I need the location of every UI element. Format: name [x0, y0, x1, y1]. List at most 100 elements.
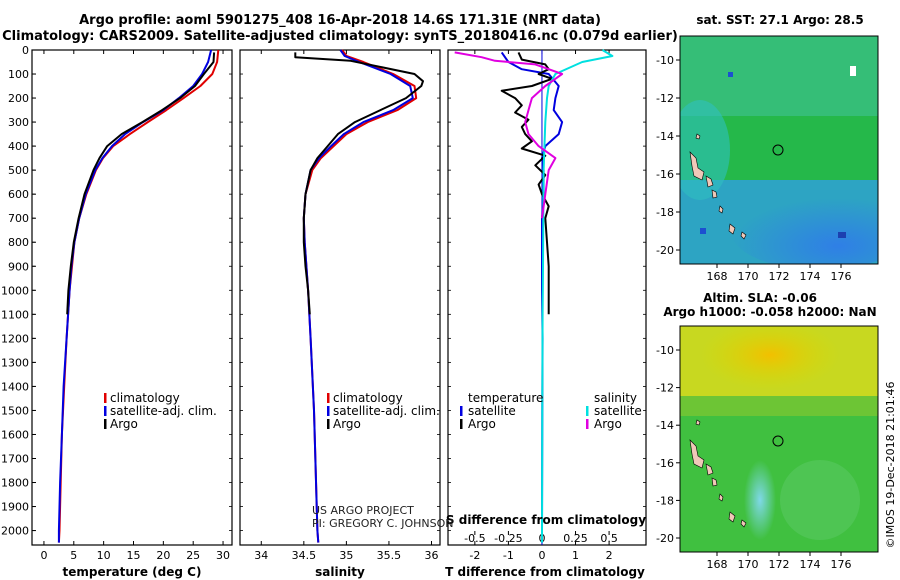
map-bottom-argo-position: [772, 435, 784, 447]
map-top-island4: [718, 205, 724, 214]
legend-argo-swatch: [104, 419, 107, 429]
depth-tick-label: 300: [8, 116, 29, 129]
map-bottom-sla: [680, 326, 878, 552]
map-lon-label: 168: [707, 558, 728, 571]
map-top-axes: -10 -12 -14 -16 -18 -20 168 170 172 174 176: [656, 54, 851, 283]
x-tick2-label: -0.25: [494, 532, 522, 545]
depth-tick-label: 900: [8, 260, 29, 273]
map-lon-label: 176: [831, 558, 852, 571]
x-tick-label: 25: [186, 549, 200, 562]
diff-legend-temperature-title: temperature: [468, 391, 543, 405]
depth-tick-label: 1200: [1, 332, 29, 345]
depth-tick-label: 1800: [1, 477, 29, 490]
map-top-blue-speck3: [838, 232, 846, 238]
map-lat-label: -20: [656, 532, 674, 545]
map-lon-label: 170: [738, 558, 759, 571]
depth-tick-label: 700: [8, 212, 29, 225]
legend-satellite-swatch: [104, 406, 107, 416]
map-top-islands: [689, 133, 747, 240]
map-lon-label: 174: [800, 558, 821, 571]
depth-tick-label: 200: [8, 92, 29, 105]
map-bottom-island1: [689, 439, 705, 469]
map-bottom-green-transition: [680, 396, 878, 416]
diff-legend-sal-argo-label: Argo: [594, 417, 622, 431]
map-lat-label: -12: [656, 92, 674, 105]
depth-tick-label: 2000: [1, 525, 29, 538]
depth-tick-label: 1000: [1, 284, 29, 297]
depth-tick-label: 1900: [1, 501, 29, 514]
difference-plot: -2 -1 0 1 2-0.5 -0.25 0 0.25 0.5: [448, 49, 646, 562]
diff-legend-salinity-title: salinity: [594, 391, 637, 405]
map-top-deep-blue-patch: [730, 190, 878, 264]
x-tick-label: 35.5: [377, 549, 402, 562]
x-tick-label: -2: [469, 549, 480, 562]
map-lat-label: -10: [656, 344, 674, 357]
x-tick-label: 0: [40, 549, 47, 562]
map-lat-label: -12: [656, 382, 674, 395]
map-bottom-island6: [740, 519, 747, 528]
x-tick2-label: 0.5: [600, 532, 618, 545]
imos-watermark: ©IMOS 19-Dec-2018 21:01:46: [884, 382, 897, 549]
diff-legend-temp-argo-swatch: [460, 419, 463, 429]
depth-tick-label: 800: [8, 236, 29, 249]
map-lat-label: -16: [656, 168, 674, 181]
temperature-legend: climatology satellite-adj. clim. Argo: [104, 391, 217, 431]
map-lat-label: -20: [656, 244, 674, 257]
map-top-island3: [711, 189, 718, 199]
depth-tick-label: 1300: [1, 356, 29, 369]
x-tick-label: 35: [339, 549, 353, 562]
x-tick2-label: 0.25: [563, 532, 588, 545]
x-tick-label: 0: [538, 549, 545, 562]
x-tick-label: 30: [216, 549, 230, 562]
series-line-satellite-adj-clim-: [57, 49, 213, 543]
depth-tick-label: 1700: [1, 452, 29, 465]
temperature-plot: 0 5 10 15 20 25 30: [32, 49, 232, 562]
x-tick-label: 20: [156, 549, 170, 562]
x-tick-label: 34.5: [292, 549, 317, 562]
map-bottom-island7: [695, 419, 701, 426]
map-lon-label: 176: [831, 270, 852, 283]
map-bottom-yellow-patch: [700, 326, 840, 390]
depth-tick-label: 1600: [1, 428, 29, 441]
diff-legend-sal-sat-swatch: [586, 406, 589, 416]
map-bottom-island2: [705, 463, 714, 476]
map-top-blue-speck1: [728, 72, 733, 77]
map-lat-label: -14: [656, 130, 674, 143]
map-top-island1: [689, 151, 705, 181]
diff-legend-temp-sat-swatch: [460, 406, 463, 416]
sal-legend-argo-label: Argo: [333, 417, 361, 431]
sal-legend-climatology-swatch: [327, 393, 330, 403]
map-lat-label: -14: [656, 419, 674, 432]
depth-tick-label: 1100: [1, 308, 29, 321]
x-tick-label: 34: [254, 549, 268, 562]
map-bottom-title-line2: Argo h1000: -0.058 h2000: NaN: [663, 305, 876, 319]
temperature-panel-frame: [31, 49, 233, 546]
map-lon-label: 170: [738, 270, 759, 283]
map-top-title: sat. SST: 27.1 Argo: 28.5: [696, 13, 863, 27]
map-bottom-island5: [728, 511, 736, 523]
figure-title-line1: Argo profile: aoml 5901275_408 16-Apr-20…: [79, 13, 601, 28]
map-top-cyan-band: [680, 36, 878, 116]
x-tick-label: 15: [126, 549, 140, 562]
map-bottom-axes: -10 -12 -14 -16 -18 -20 168 170 172 174 176: [656, 344, 851, 571]
difference-xlabel: T difference from climatology: [445, 565, 645, 579]
map-top-island6: [740, 231, 747, 240]
legend-satellite-label: satellite-adj. clim.: [110, 404, 217, 418]
series-line-argo: [294, 52, 424, 315]
map-top-argo-position: [772, 144, 784, 156]
x-tick-label: -1: [503, 549, 514, 562]
sal-legend-satellite-label: satellite-adj. clim.: [333, 404, 440, 418]
x-tick-label: 10: [97, 549, 111, 562]
series-line-salinity-satellite: [541, 49, 614, 543]
sal-legend-argo-swatch: [327, 419, 330, 429]
series-line-temperature-satellite: [500, 51, 564, 543]
x-tick-label: 5: [70, 549, 77, 562]
map-bottom-cyan-patch: [744, 460, 776, 540]
credit-line2: PI: GREGORY C. JOHNSON: [312, 517, 453, 530]
depth-tick-label: 100: [8, 68, 29, 81]
diff-legend-temp-argo-label: Argo: [468, 417, 496, 431]
diff-legend-sal-sat-label: satellite: [594, 404, 642, 418]
x-tick-label: 2: [606, 549, 613, 562]
depth-axis: 0 100 200 300 400 500 600 700 800 900 1000 1100 1200…: [1, 44, 36, 538]
series-line-satellite-adj-clim-: [302, 49, 414, 543]
